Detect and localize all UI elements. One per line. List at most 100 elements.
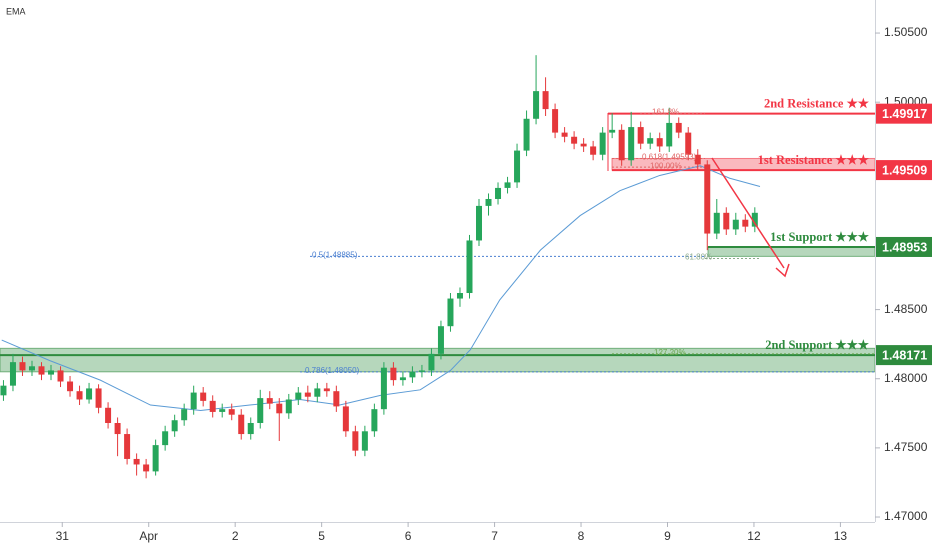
candle-body: [323, 388, 330, 392]
candle: [618, 124, 625, 166]
candle: [200, 387, 207, 407]
candle: [571, 131, 578, 150]
candle-body: [428, 353, 435, 371]
candle: [380, 362, 387, 415]
candle-body: [276, 403, 283, 414]
candle-body: [0, 385, 7, 396]
candle-body: [399, 377, 406, 381]
candle-body: [190, 392, 197, 410]
candle: [48, 364, 55, 381]
candle-body: [742, 219, 749, 227]
candle: [114, 417, 121, 457]
candle: [219, 403, 226, 418]
candle-body: [171, 420, 178, 432]
candle: [523, 110, 530, 157]
candle: [38, 362, 45, 381]
candle-body: [409, 371, 416, 378]
candle: [456, 287, 463, 307]
fib-label: 100.00%: [650, 161, 682, 170]
candle: [723, 207, 730, 235]
candle-body: [181, 409, 188, 421]
candle-body: [552, 109, 559, 133]
candle-body: [580, 143, 587, 147]
candle-body: [685, 132, 692, 155]
candle: [561, 127, 568, 143]
candle: [599, 127, 606, 161]
candle: [314, 382, 321, 403]
candle: [67, 375, 74, 397]
candle: [266, 391, 273, 410]
candle: [304, 385, 311, 403]
candle: [171, 414, 178, 437]
candle: [742, 214, 749, 233]
y-tick-label: 1.47500: [884, 440, 928, 454]
candle-body: [57, 370, 64, 382]
candle-body: [342, 406, 349, 432]
price-badge-label: 1.49509: [882, 163, 927, 177]
candle-body: [314, 388, 321, 397]
candle: [323, 382, 330, 397]
candle-body: [523, 118, 530, 151]
candle: [399, 371, 406, 386]
candle-body: [304, 392, 311, 397]
candle-body: [228, 409, 235, 415]
candle: [209, 395, 216, 418]
y-tick-label: 1.50500: [884, 25, 928, 39]
candle-body: [48, 370, 55, 375]
y-tick-label: 1.48000: [884, 371, 928, 385]
candle: [437, 320, 444, 360]
candle: [295, 387, 302, 406]
candle-body: [485, 198, 492, 206]
fib-label: 61.80%: [685, 253, 712, 262]
candle-body: [143, 464, 150, 472]
y-tick-label: 1.47000: [884, 509, 928, 523]
candle: [86, 382, 93, 404]
candle-body: [590, 146, 597, 155]
candle-body: [333, 391, 340, 407]
candle: [409, 366, 416, 383]
candle-body: [95, 388, 102, 408]
candle: [628, 111, 635, 166]
candle: [675, 117, 682, 139]
candle: [333, 385, 340, 412]
candle: [124, 428, 131, 465]
candle-body: [9, 362, 16, 386]
candle: [732, 212, 739, 235]
x-tick-label: 5: [318, 529, 325, 543]
candle: [76, 385, 83, 406]
candle-body: [542, 91, 549, 110]
price-badge: [876, 103, 932, 124]
candle-body: [561, 132, 568, 137]
candle: [247, 417, 254, 440]
candle: [238, 409, 245, 440]
candle-body: [209, 400, 216, 412]
candle: [352, 425, 359, 457]
candle-body: [257, 398, 264, 423]
candle-body: [533, 91, 540, 119]
candle-body: [76, 391, 83, 400]
level-name: 2nd Resistance ★★: [764, 97, 870, 111]
price-badge-label: 1.48953: [882, 240, 927, 254]
candle: [685, 127, 692, 161]
x-tick-label: 13: [834, 529, 848, 543]
price-badge: [876, 160, 932, 181]
candle: [285, 393, 292, 419]
candle-body: [361, 431, 368, 451]
candle-body: [675, 122, 682, 133]
candle: [133, 453, 140, 476]
candle-body: [723, 212, 730, 230]
candle-body: [38, 366, 45, 375]
candle: [514, 143, 521, 188]
candle: [476, 198, 483, 246]
x-tick-label: 31: [56, 529, 70, 543]
fib-label: 127.20%: [654, 348, 686, 357]
candle-body: [713, 212, 720, 234]
arrow-shaft: [711, 157, 785, 269]
candle: [57, 366, 64, 388]
candle: [162, 425, 169, 451]
candle-body: [380, 367, 387, 410]
candle: [666, 107, 673, 152]
candle: [504, 176, 511, 194]
price-badge: [876, 345, 932, 366]
